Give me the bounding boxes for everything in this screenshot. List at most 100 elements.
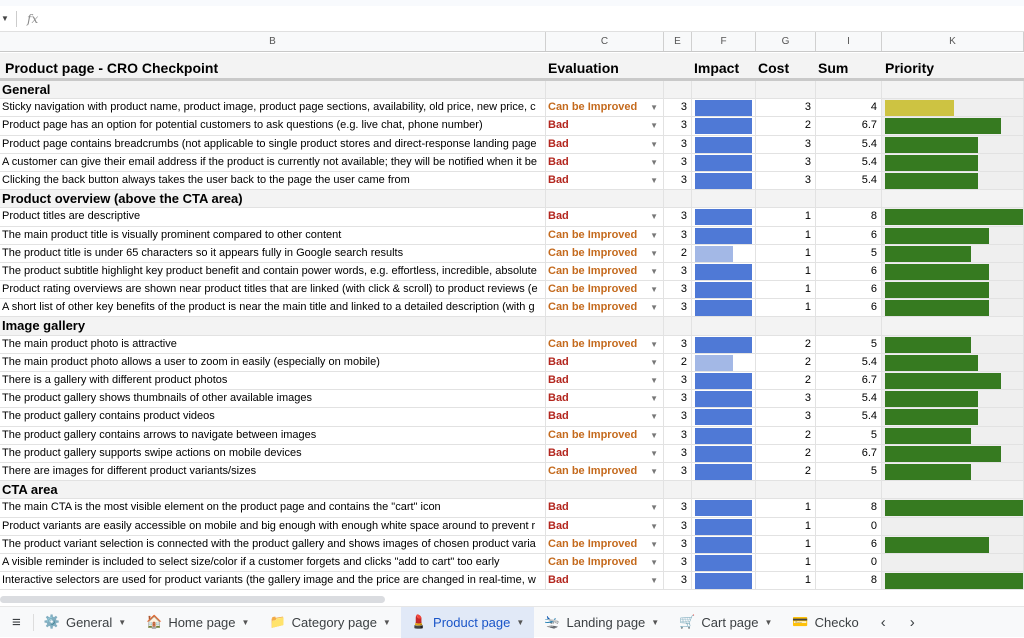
evaluation-dropdown[interactable]: Can be Improved ▼ xyxy=(546,426,664,444)
impact-value[interactable]: 3 xyxy=(664,99,692,117)
dropdown-arrow-icon[interactable]: ▼ xyxy=(650,175,658,185)
dropdown-arrow-icon[interactable]: ▼ xyxy=(650,339,658,349)
cost-value[interactable]: 2 xyxy=(756,444,816,462)
all-sheets-menu-icon[interactable]: ≡ xyxy=(0,613,34,631)
cost-value[interactable]: 1 xyxy=(756,517,816,535)
impact-bar-cell[interactable] xyxy=(692,499,756,517)
evaluation-dropdown[interactable]: Bad ▼ xyxy=(546,408,664,426)
tab-dropdown-icon[interactable]: ▼ xyxy=(764,617,773,627)
impact-bar-cell[interactable] xyxy=(692,553,756,572)
column-header-c[interactable]: C xyxy=(546,32,664,51)
sum-value[interactable]: 5.4 xyxy=(816,390,882,408)
empty-cell[interactable] xyxy=(816,81,882,99)
checkpoint-cell[interactable]: Interactive selectors are used for produ… xyxy=(0,572,546,590)
dropdown-arrow-icon[interactable]: ▼ xyxy=(650,557,658,567)
impact-value[interactable]: 3 xyxy=(664,535,692,553)
evaluation-dropdown[interactable]: Bad ▼ xyxy=(546,135,664,153)
horizontal-scrollbar[interactable] xyxy=(0,596,385,603)
empty-cell[interactable] xyxy=(756,190,816,208)
empty-cell[interactable] xyxy=(546,481,664,499)
dropdown-arrow-icon[interactable]: ▼ xyxy=(650,539,658,549)
checkpoint-cell[interactable]: The product title is under 65 characters… xyxy=(0,244,546,262)
checkpoint-cell[interactable]: The product variant selection is connect… xyxy=(0,535,546,553)
evaluation-dropdown[interactable]: Bad ▼ xyxy=(546,444,664,462)
sum-value[interactable]: 6.7 xyxy=(816,444,882,462)
dropdown-arrow-icon[interactable]: ▼ xyxy=(650,357,658,367)
impact-value[interactable]: 3 xyxy=(664,390,692,408)
impact-bar-cell[interactable] xyxy=(692,171,756,190)
empty-cell[interactable] xyxy=(692,481,756,499)
cost-value[interactable]: 3 xyxy=(756,171,816,190)
checkpoint-cell[interactable]: The product subtitle highlight key produ… xyxy=(0,262,546,281)
header-evaluation[interactable]: Evaluation xyxy=(546,53,664,78)
sum-value[interactable]: 5.4 xyxy=(816,171,882,190)
cost-value[interactable]: 2 xyxy=(756,426,816,444)
evaluation-dropdown[interactable]: Bad ▼ xyxy=(546,517,664,535)
cost-value[interactable]: 3 xyxy=(756,99,816,117)
tab-dropdown-icon[interactable]: ▼ xyxy=(118,617,127,627)
evaluation-dropdown[interactable]: Can be Improved ▼ xyxy=(546,553,664,572)
dropdown-arrow-icon[interactable]: ▼ xyxy=(650,266,658,276)
impact-value[interactable]: 3 xyxy=(664,171,692,190)
empty-cell[interactable] xyxy=(756,481,816,499)
cost-value[interactable]: 3 xyxy=(756,390,816,408)
evaluation-dropdown[interactable]: Bad ▼ xyxy=(546,372,664,390)
checkpoint-cell[interactable]: Product page has an option for potential… xyxy=(0,117,546,135)
checkpoint-cell[interactable]: Product rating overviews are shown near … xyxy=(0,281,546,299)
evaluation-dropdown[interactable]: Can be Improved ▼ xyxy=(546,299,664,317)
cost-value[interactable]: 1 xyxy=(756,553,816,572)
dropdown-arrow-icon[interactable]: ▼ xyxy=(650,412,658,422)
cost-value[interactable]: 1 xyxy=(756,281,816,299)
priority-bar-cell[interactable] xyxy=(882,426,1024,444)
priority-bar-cell[interactable] xyxy=(882,535,1024,553)
scroll-tabs-right-icon[interactable]: › xyxy=(909,613,915,631)
checkpoint-cell[interactable]: The main CTA is the most visible element… xyxy=(0,499,546,517)
checkpoint-cell[interactable]: Clicking the back button always takes th… xyxy=(0,171,546,190)
dropdown-arrow-icon[interactable]: ▼ xyxy=(650,466,658,476)
priority-bar-cell[interactable] xyxy=(882,335,1024,353)
empty-cell[interactable] xyxy=(882,81,1024,99)
sum-value[interactable]: 5 xyxy=(816,244,882,262)
evaluation-dropdown[interactable]: Bad ▼ xyxy=(546,171,664,190)
dropdown-arrow-icon[interactable]: ▼ xyxy=(650,248,658,258)
evaluation-dropdown[interactable]: Can be Improved ▼ xyxy=(546,281,664,299)
cost-value[interactable]: 2 xyxy=(756,372,816,390)
empty-cell[interactable] xyxy=(664,481,692,499)
checkpoint-cell[interactable]: Product page contains breadcrumbs (not a… xyxy=(0,135,546,153)
sum-value[interactable]: 6 xyxy=(816,299,882,317)
cost-value[interactable]: 2 xyxy=(756,117,816,135)
impact-bar-cell[interactable] xyxy=(692,372,756,390)
sum-value[interactable]: 8 xyxy=(816,499,882,517)
section-title[interactable]: Product overview (above the CTA area) xyxy=(0,190,546,208)
impact-bar-cell[interactable] xyxy=(692,335,756,353)
priority-bar-cell[interactable] xyxy=(882,372,1024,390)
empty-cell[interactable] xyxy=(816,481,882,499)
header-priority[interactable]: Priority xyxy=(882,53,1024,78)
cost-value[interactable]: 2 xyxy=(756,462,816,481)
cost-value[interactable]: 3 xyxy=(756,135,816,153)
sum-value[interactable]: 6 xyxy=(816,281,882,299)
impact-value[interactable]: 3 xyxy=(664,499,692,517)
evaluation-dropdown[interactable]: Bad ▼ xyxy=(546,208,664,226)
column-header-f[interactable]: F xyxy=(692,32,756,51)
sheet-tab-general[interactable]: ⚙️ General ▼ xyxy=(34,607,136,638)
dropdown-arrow-icon[interactable]: ▼ xyxy=(650,376,658,385)
impact-bar-cell[interactable] xyxy=(692,444,756,462)
impact-bar-cell[interactable] xyxy=(692,244,756,262)
empty-cell[interactable] xyxy=(882,317,1024,335)
sum-value[interactable]: 0 xyxy=(816,517,882,535)
column-header-e[interactable]: E xyxy=(664,32,692,51)
sum-value[interactable]: 5 xyxy=(816,426,882,444)
sum-value[interactable]: 6.7 xyxy=(816,117,882,135)
impact-bar-cell[interactable] xyxy=(692,135,756,153)
checkpoint-cell[interactable]: The product gallery supports swipe actio… xyxy=(0,444,546,462)
cost-value[interactable]: 1 xyxy=(756,262,816,281)
impact-value[interactable]: 3 xyxy=(664,153,692,171)
header-title[interactable]: Product page - CRO Checkpoint xyxy=(0,53,546,78)
dropdown-arrow-icon[interactable]: ▼ xyxy=(650,303,658,313)
priority-bar-cell[interactable] xyxy=(882,135,1024,153)
sum-value[interactable]: 5.4 xyxy=(816,353,882,371)
impact-value[interactable]: 2 xyxy=(664,353,692,371)
evaluation-dropdown[interactable]: Bad ▼ xyxy=(546,390,664,408)
checkpoint-cell[interactable]: The product gallery shows thumbnails of … xyxy=(0,390,546,408)
